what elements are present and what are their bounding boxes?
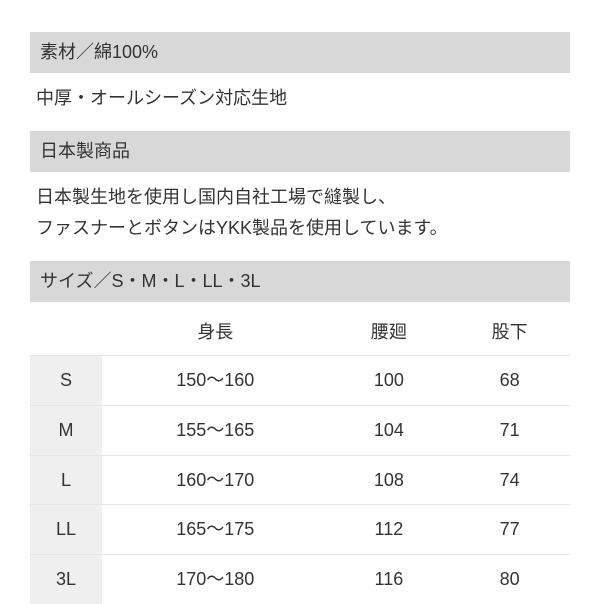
cell-height: 170～180 [102,555,329,604]
made-in-japan-text: 日本製生地を使用し国内自社工場で縫製し、 ファスナーとボタンはYKK製品を使用し… [30,180,570,249]
cell-height: 165～175 [102,505,329,555]
cell-size: L [30,455,102,505]
cell-size: 3L [30,555,102,604]
cell-waist: 108 [329,455,450,505]
table-row: LL 165～175 112 77 [30,505,570,555]
cell-size: LL [30,505,102,555]
cell-height: 155～165 [102,405,329,455]
made-in-japan-line2: ファスナーとボタンはYKK製品を使用しています。 [36,218,448,238]
made-in-japan-line1: 日本製生地を使用し国内自社工場で縫製し、 [36,187,396,207]
cell-waist: 100 [329,355,450,405]
cell-inseam: 71 [449,405,570,455]
cell-size: S [30,355,102,405]
table-header-row: 身長 腰廻 股下 [30,310,570,355]
material-header: 素材／綿100% [30,32,570,73]
cell-inseam: 77 [449,505,570,555]
material-text: 中厚・オールシーズン対応生地 [30,81,570,120]
col-waist: 腰廻 [329,310,450,355]
cell-inseam: 68 [449,355,570,405]
size-table-wrap: 身長 腰廻 股下 S 150～160 100 68 M 155～165 104 … [30,310,570,604]
col-height: 身長 [102,310,329,355]
size-table: 身長 腰廻 股下 S 150～160 100 68 M 155～165 104 … [30,310,570,604]
size-header: サイズ／S・M・L・LL・3L [30,261,570,302]
cell-inseam: 80 [449,555,570,604]
table-row: 3L 170～180 116 80 [30,555,570,604]
col-size [30,310,102,355]
cell-waist: 116 [329,555,450,604]
cell-size: M [30,405,102,455]
cell-height: 150～160 [102,355,329,405]
table-row: S 150～160 100 68 [30,355,570,405]
cell-height: 160～170 [102,455,329,505]
table-row: M 155～165 104 71 [30,405,570,455]
table-row: L 160～170 108 74 [30,455,570,505]
col-inseam: 股下 [449,310,570,355]
cell-inseam: 74 [449,455,570,505]
made-in-japan-header: 日本製商品 [30,131,570,172]
cell-waist: 112 [329,505,450,555]
cell-waist: 104 [329,405,450,455]
